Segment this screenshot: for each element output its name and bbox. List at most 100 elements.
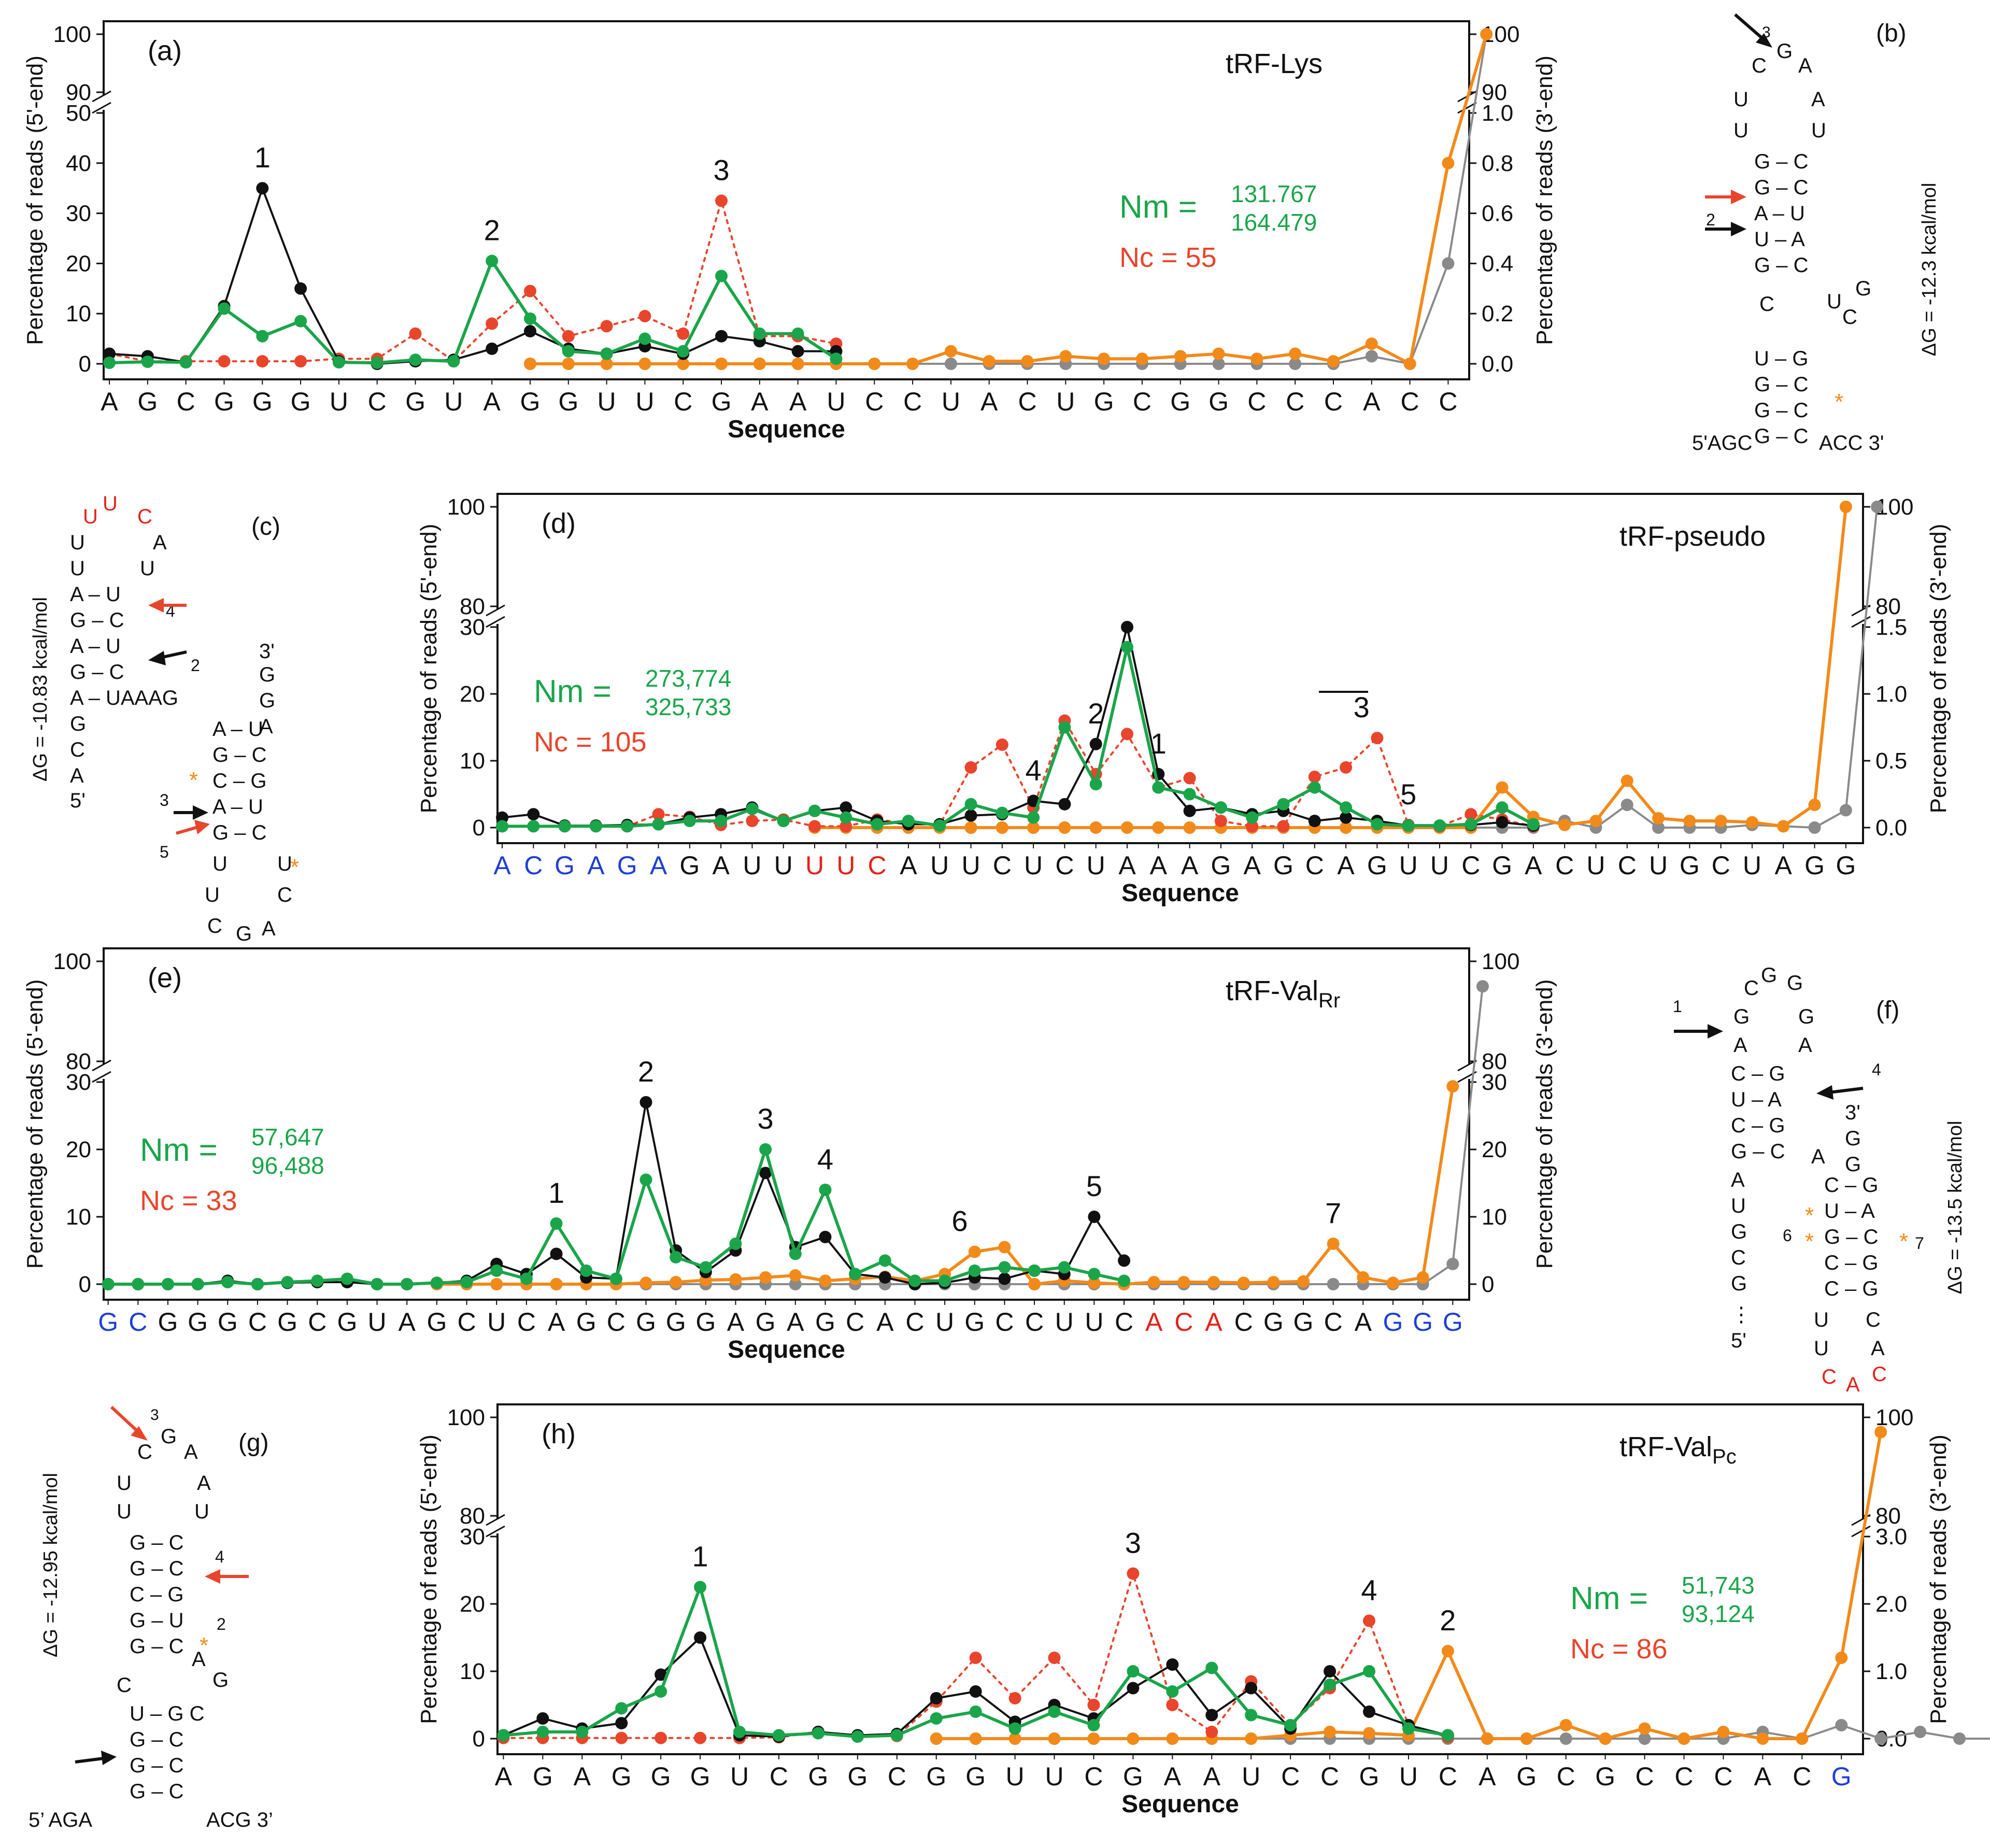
series-orange-point: [1174, 350, 1187, 363]
x-tick-label: U: [1430, 851, 1449, 880]
series-green-point: [311, 1274, 324, 1287]
svg-text:G – C: G – C: [130, 1531, 183, 1554]
x-tick-label: G: [1094, 387, 1114, 416]
series-orange-point: [1678, 1732, 1690, 1745]
x-tick-label: G: [1804, 851, 1825, 880]
x-tick-label: C: [129, 1307, 147, 1337]
series-green-point: [1371, 818, 1384, 831]
series-green-point: [812, 1727, 825, 1740]
x-tick-label: A: [876, 1307, 894, 1337]
x-tick-label: U: [827, 387, 845, 416]
x-tick-label: A: [1525, 851, 1542, 880]
series-green-point: [808, 804, 821, 817]
peak-label: 2: [484, 214, 500, 247]
plot-frame: [103, 20, 1470, 380]
x-tick-label: G: [815, 1307, 835, 1337]
series-red-point: [1465, 808, 1477, 821]
series-green-point: [527, 820, 540, 833]
svg-text:3': 3': [1845, 1101, 1860, 1124]
x-tick-label: U: [330, 387, 348, 416]
series-green-point: [655, 1685, 667, 1698]
x-tick-label: A: [1363, 387, 1381, 416]
panel-label: (h): [542, 1418, 576, 1449]
x-tick-label: U: [1085, 1307, 1103, 1337]
panel-g-dg: ΔG = -12.95 kcal/mol: [40, 1473, 62, 1657]
series-orange-point: [1008, 1732, 1021, 1745]
series-green-point: [486, 254, 499, 267]
series-orange-point: [1357, 1271, 1370, 1284]
series-green-point: [1027, 811, 1040, 824]
series-orange-point: [1027, 821, 1040, 834]
series-green-point: [930, 1712, 943, 1725]
svg-text:A – U: A – U: [212, 795, 263, 818]
x-tick-label: G: [520, 387, 541, 416]
svg-text:U – G: U – G: [1754, 347, 1808, 370]
axis-break-mark: [486, 1525, 505, 1538]
axis-break-mark: [1457, 102, 1477, 114]
plot-frame: [103, 947, 1470, 1301]
chart-title-subscript: Pc: [1712, 1445, 1737, 1468]
series-orange-point: [1441, 1645, 1454, 1657]
series-red-point: [1246, 820, 1259, 833]
svg-text:U – G C: U – G C: [130, 1702, 204, 1725]
series-orange-point: [1756, 1732, 1769, 1745]
series-orange-point: [1559, 1719, 1572, 1731]
x-tick-label: C: [308, 1307, 326, 1337]
series-orange-point: [868, 358, 881, 370]
series-orange-point: [550, 1278, 563, 1290]
series-black-point: [1088, 1211, 1101, 1223]
x-tick-label: G: [1413, 1307, 1433, 1337]
x-tick-label: U: [487, 1307, 506, 1337]
series-green-point: [840, 811, 852, 824]
series-gray-point: [1621, 799, 1633, 812]
svg-text:A: A: [1846, 1373, 1860, 1396]
series-gray-point: [1289, 358, 1302, 370]
series-green-point: [746, 802, 759, 815]
svg-text:2: 2: [217, 1615, 226, 1633]
series-orange-point: [1638, 1722, 1651, 1735]
series-orange-point: [1442, 157, 1455, 169]
y-left-tick-label: 100: [53, 949, 91, 974]
x-tick-label: C: [1618, 851, 1637, 880]
svg-text:G – C: G – C: [130, 1635, 183, 1658]
series-red-point: [694, 1731, 707, 1744]
svg-text:C – G: C – G: [1731, 1114, 1785, 1137]
series-green-point: [576, 1726, 589, 1738]
series-green-point: [789, 1247, 802, 1260]
x-tick-label: C: [1234, 1307, 1253, 1337]
x-tick-label: G: [1516, 1762, 1537, 1791]
series-orange-point: [1183, 821, 1196, 834]
series-gray-line: [436, 986, 1484, 1285]
series-green-point: [621, 820, 634, 833]
series-green-point: [340, 1272, 353, 1285]
y-left-tick-label: 0: [79, 351, 91, 377]
series-green-point: [1527, 818, 1540, 831]
series-orange-point: [1796, 1732, 1809, 1745]
series-green-point: [729, 1238, 742, 1250]
series-orange-point: [1416, 1271, 1429, 1284]
series-red-line: [501, 718, 1534, 828]
series-red-point: [1205, 1726, 1218, 1738]
peak-label: 2: [1440, 1604, 1456, 1637]
svg-text:C: C: [277, 884, 292, 906]
svg-text:C: C: [1731, 1246, 1746, 1269]
svg-text:⋮: ⋮: [1731, 1303, 1752, 1326]
svg-text:G: G: [1798, 1005, 1814, 1028]
nm-label: Nm =: [140, 1132, 218, 1168]
svg-text:5'AGC: 5'AGC: [1692, 432, 1753, 454]
y-left-tick-label: 30: [66, 201, 91, 226]
series-green-point: [1120, 641, 1133, 653]
series-red-point: [1048, 1652, 1061, 1664]
y-left-tick-label: 80: [460, 1503, 485, 1529]
svg-text:A: A: [197, 1472, 211, 1495]
svg-text:C – G: C – G: [130, 1583, 183, 1606]
x-tick-label: G: [1294, 1307, 1314, 1337]
x-tick-label: A: [1145, 1307, 1163, 1337]
x-tick-label: A: [1244, 851, 1261, 880]
x-tick-label: G: [1383, 1307, 1403, 1337]
series-black-point: [655, 1668, 667, 1681]
series-black-point: [486, 342, 499, 355]
x-tick-label: C: [1555, 851, 1574, 880]
